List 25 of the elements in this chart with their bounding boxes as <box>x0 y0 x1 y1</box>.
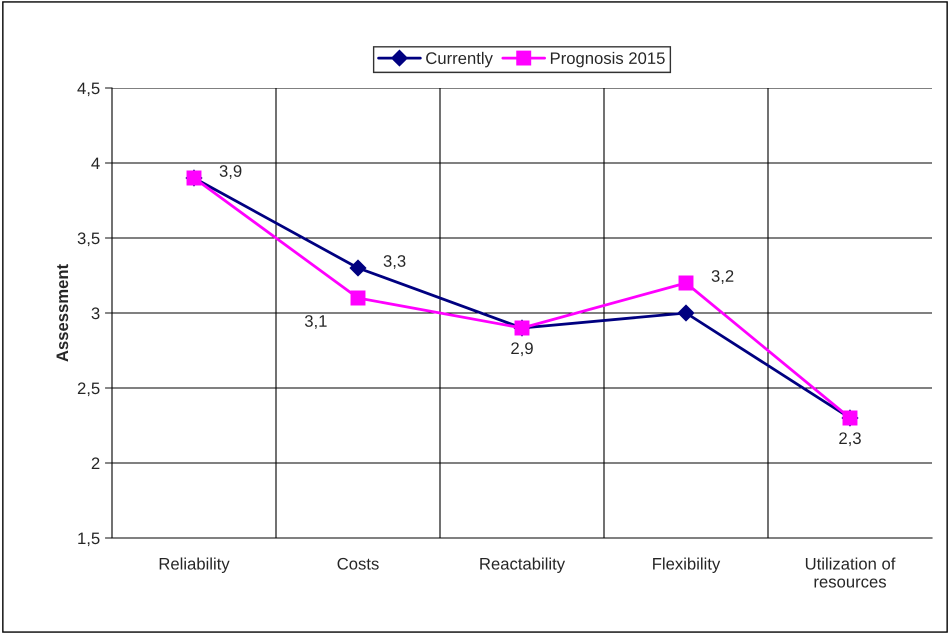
x-tick-label: Costs <box>338 558 379 570</box>
legend-label: Currently <box>426 52 493 68</box>
data-label: 2,9 <box>511 342 533 356</box>
y-tick-label: 4 <box>91 158 100 170</box>
x-tick-label: Reactability <box>480 557 566 573</box>
data-label: 3,2 <box>712 270 734 284</box>
data-label: 3,9 <box>220 165 242 179</box>
y-tick-label: 3,5 <box>78 232 100 246</box>
y-tick-label: 4,5 <box>77 82 100 96</box>
x-tick-label: Reliability <box>160 557 230 573</box>
legend-label: Prognosis 2015 <box>550 52 665 68</box>
y-tick-label: 2 <box>92 457 100 470</box>
point <box>678 304 694 322</box>
data-label: 3,1 <box>304 315 327 329</box>
point <box>350 260 366 276</box>
data-label: 3,3 <box>384 255 406 269</box>
point <box>678 276 694 290</box>
y-axis-title: Assessment <box>56 264 68 362</box>
y-tick-label: 2,5 <box>78 382 100 396</box>
y-tick-label: 1,5 <box>78 532 100 546</box>
point <box>350 290 366 306</box>
x-tick-label: Flexibility <box>653 557 720 573</box>
x-tick-label: Utilization of resources <box>806 557 896 588</box>
data-label: 2,3 <box>839 432 861 446</box>
y-tick-label: 3 <box>92 307 100 320</box>
